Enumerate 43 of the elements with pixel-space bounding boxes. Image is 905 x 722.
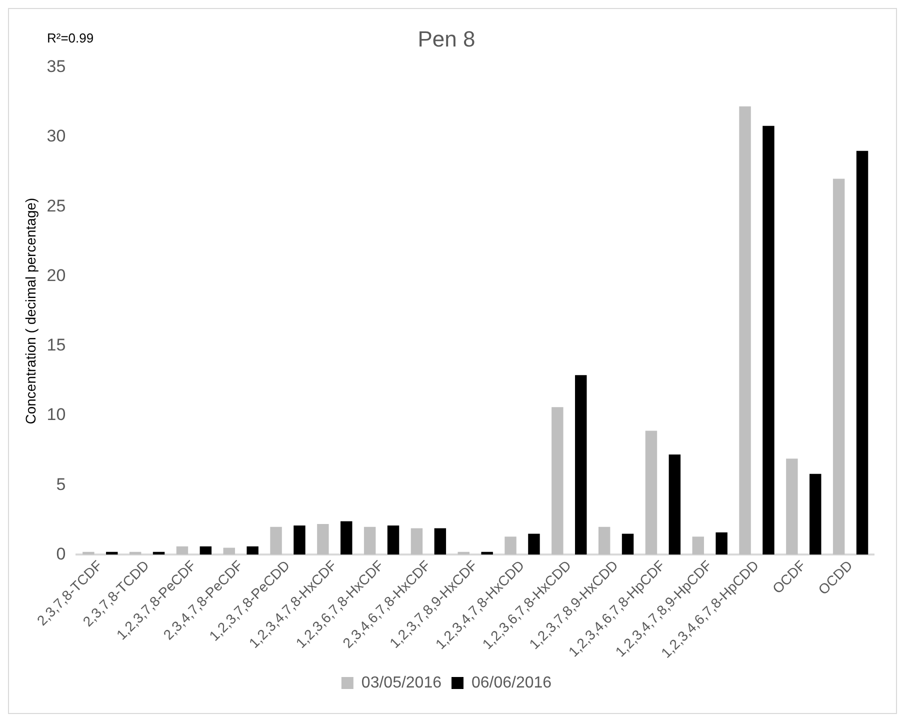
bar (786, 458, 798, 555)
y-tick-label: 30 (46, 126, 66, 146)
y-tick-label: 15 (46, 336, 66, 355)
bar (810, 474, 822, 555)
bar (270, 526, 282, 555)
bar (622, 534, 634, 555)
bar (528, 534, 540, 555)
bar (317, 524, 329, 555)
y-tick-label: 25 (46, 196, 66, 216)
y-tick-label: 0 (56, 544, 66, 564)
y-tick-label: 10 (46, 405, 66, 424)
y-tick-label: 20 (46, 266, 66, 285)
legend-label: 03/05/2016 (361, 674, 442, 692)
bar (364, 526, 376, 555)
bar (856, 150, 868, 555)
text: R²=0.99 (47, 30, 94, 46)
bar (504, 536, 516, 555)
bar (176, 546, 188, 555)
bar (832, 178, 845, 555)
bar (82, 552, 94, 555)
bar (692, 536, 704, 555)
bar (387, 525, 400, 555)
bar (575, 375, 587, 555)
bar (645, 430, 658, 555)
bar (223, 548, 235, 555)
bar (410, 528, 423, 555)
y-axis-title: Concentration ( decimal percentage) (22, 198, 38, 424)
legend-label: 06/06/2016 (472, 674, 552, 692)
bar (716, 532, 728, 555)
y-tick-label: 35 (46, 57, 66, 76)
bar (598, 526, 610, 555)
bar (434, 528, 446, 555)
bar (481, 552, 493, 555)
bar (668, 454, 681, 555)
bar (739, 106, 751, 555)
bar (246, 546, 258, 555)
bar (552, 407, 564, 555)
bar (200, 546, 212, 555)
bar (762, 126, 774, 555)
chart-title: Pen 8 (418, 26, 476, 52)
bar (340, 521, 352, 555)
y-tick-label: 5 (56, 474, 66, 494)
bar (294, 525, 306, 555)
